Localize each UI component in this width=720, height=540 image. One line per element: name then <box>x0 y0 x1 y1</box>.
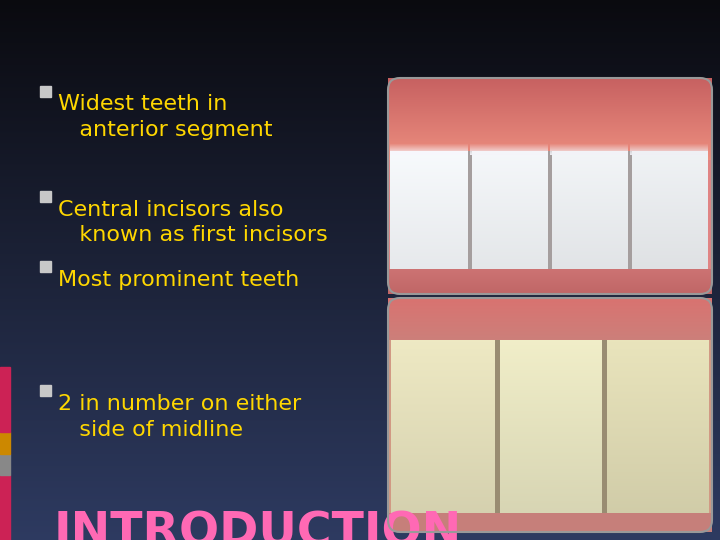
Bar <box>40 85 50 97</box>
Text: Most prominent teeth: Most prominent teeth <box>58 270 299 290</box>
Bar <box>0 367 10 432</box>
Text: Widest teeth in
   anterior segment: Widest teeth in anterior segment <box>58 94 272 140</box>
Bar <box>0 432 10 454</box>
Bar <box>40 261 50 272</box>
Bar <box>40 385 50 396</box>
Bar <box>40 191 50 202</box>
Text: 2 in number on either
   side of midline: 2 in number on either side of midline <box>58 394 301 440</box>
Bar <box>0 475 10 540</box>
Text: INTRODUCTION: INTRODUCTION <box>54 510 462 540</box>
Text: Central incisors also
   known as first incisors: Central incisors also known as first inc… <box>58 200 328 245</box>
Bar <box>0 454 10 475</box>
